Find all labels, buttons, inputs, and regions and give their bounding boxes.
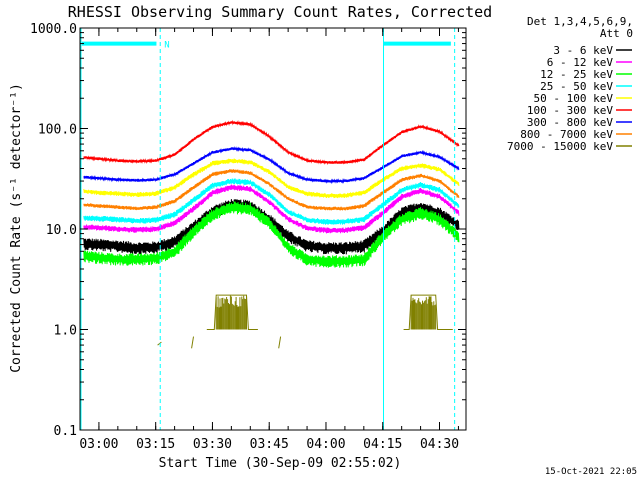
x-tick-label: 04:15 (363, 437, 402, 452)
legend-header-line: Det 1,3,4,5,6,9, (527, 15, 633, 28)
x-tick-label: 03:15 (136, 437, 175, 452)
legend-entry-label: 800 - 7000 keV (520, 128, 613, 141)
x-axis-label: Start Time (30-Sep-09 02:55:02) (159, 456, 402, 471)
x-tick-label: 04:30 (420, 437, 459, 452)
y-tick-label: 0.1 (54, 424, 77, 439)
series-line-8-seg-2 (206, 294, 258, 330)
legend-entry-label: 12 - 25 keV (540, 68, 613, 81)
y-tick-label: 10.0 (46, 223, 77, 238)
legend-entry-label: 300 - 800 keV (527, 116, 613, 129)
series-line-8-seg-3 (278, 336, 282, 349)
legend-entry-label: 50 - 100 keV (534, 92, 614, 105)
y-tick-label: 1000.0 (30, 22, 77, 37)
chart-title: RHESSI Observing Summary Count Rates, Co… (68, 3, 492, 21)
annotation-0: N (164, 41, 169, 51)
series-line-8-seg-1 (191, 336, 194, 349)
y-tick-label: 1.0 (54, 324, 77, 339)
x-tick-label: 03:30 (193, 437, 232, 452)
y-tick-label: 100.0 (38, 123, 77, 138)
legend-header-line: Att 0 (600, 27, 633, 40)
series-line-7 (83, 169, 460, 211)
series-line-5 (83, 119, 460, 166)
legend-entry-label: 100 - 300 keV (527, 104, 613, 117)
series-line-8-seg-4 (403, 294, 453, 330)
y-axis-label: Corrected Count Rate (s⁻¹ detector⁻¹) (9, 83, 24, 373)
series-line-6 (83, 146, 460, 185)
x-tick-label: 03:45 (250, 437, 289, 452)
series-line-2 (83, 201, 460, 268)
legend-entry-label: 3 - 6 keV (553, 44, 613, 57)
plot-area: N (80, 28, 460, 430)
series-line-8-seg-0 (157, 341, 162, 346)
axes: 0.1 1.0 10.0 100.0 1000.0 03:00 03:15 03:30 03:4… (30, 22, 467, 452)
legend-entry-label: 6 - 12 keV (547, 56, 614, 69)
series-line-3 (83, 178, 460, 225)
timestamp: 15-Oct-2021 22:05 (545, 467, 637, 477)
x-tick-label: 03:00 (79, 437, 118, 452)
legend-entry-label: 25 - 50 keV (540, 80, 613, 93)
legend-entry-label: 7000 - 15000 keV (507, 140, 613, 153)
x-tick-label: 04:00 (306, 437, 345, 452)
series-line-4 (83, 158, 460, 199)
series-line-1 (83, 184, 460, 234)
